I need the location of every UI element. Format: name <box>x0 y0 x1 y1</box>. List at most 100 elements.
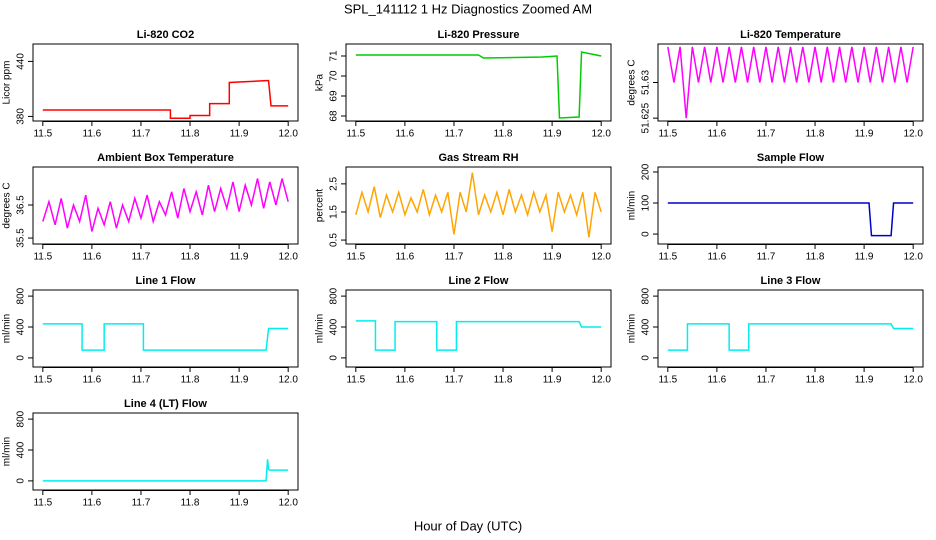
x-tick-label: 11.7 <box>757 129 776 140</box>
x-tick-label: 11.8 <box>494 375 513 386</box>
plot-area <box>42 79 289 119</box>
x-tick-label: 11.6 <box>83 375 102 386</box>
y-axis-label: percent <box>315 189 326 223</box>
x-tick-label: 11.7 <box>445 129 464 140</box>
x-tick-label: 11.9 <box>230 375 249 386</box>
x-tick-label: 12.0 <box>278 375 298 386</box>
x-tick-label: 11.7 <box>757 252 776 263</box>
x-tick-label: 11.5 <box>658 129 677 140</box>
y-tick-label: 800 <box>641 287 652 304</box>
y-tick-label: 0 <box>16 355 27 361</box>
x-tick-label: 12.0 <box>278 129 298 140</box>
data-line <box>42 459 289 482</box>
panel-title: Li-820 Temperature <box>740 29 841 41</box>
x-tick-label: 11.9 <box>230 498 249 509</box>
x-tick-label: 11.8 <box>806 375 825 386</box>
x-tick-label: 11.7 <box>132 129 151 140</box>
panel-title: Gas Stream RH <box>438 152 518 164</box>
y-axis-label: Licor ppm <box>2 61 13 105</box>
y-axis-label: ml/min <box>627 191 638 220</box>
panel: Li-820 Temperature degrees C 11.5 11.6 11.7 1… <box>627 29 924 140</box>
x-tick-label: 11.6 <box>83 129 102 140</box>
y-tick-label: 400 <box>16 318 27 335</box>
x-tick-label: 11.5 <box>33 129 52 140</box>
plot-frame <box>32 289 299 368</box>
panel-title: Line 3 Flow <box>761 275 821 287</box>
x-tick-label: 11.8 <box>494 252 513 263</box>
data-line <box>355 51 602 119</box>
x-tick-label: 11.6 <box>396 252 415 263</box>
plot-area <box>42 178 289 232</box>
x-tick-label: 11.9 <box>543 252 562 263</box>
x-tick-label: 11.5 <box>33 498 52 509</box>
y-axis-label: ml/min <box>627 314 638 343</box>
panel: Line 1 Flow ml/min 11.5 11.6 11.7 11.8 11.9 12.… <box>2 275 299 386</box>
x-tick-label: 11.7 <box>132 498 151 509</box>
panel: Line 4 (LT) Flow ml/min 11.5 11.6 11.7 11.8 11… <box>2 398 299 509</box>
data-line <box>667 202 914 237</box>
plot-area <box>355 320 602 351</box>
y-tick-label: 380 <box>16 108 27 125</box>
y-tick-label: 51.63 <box>641 70 652 95</box>
x-tick-label: 11.9 <box>855 129 874 140</box>
y-tick-label: 68 <box>329 110 340 122</box>
y-axis-label: degrees C <box>627 59 638 105</box>
panel-title: Li-820 CO2 <box>137 29 194 41</box>
x-tick-label: 11.9 <box>230 252 249 263</box>
x-tick-label: 11.6 <box>396 375 415 386</box>
x-tick-label: 11.5 <box>346 252 365 263</box>
x-tick-label: 11.8 <box>181 252 200 263</box>
x-tick-label: 11.9 <box>855 252 874 263</box>
y-tick-label: 36.5 <box>16 195 27 215</box>
x-tick-label: 11.7 <box>132 375 151 386</box>
y-tick-label: 69 <box>329 90 340 102</box>
y-axis-label: ml/min <box>2 314 13 343</box>
y-axis-label: degrees C <box>2 182 13 228</box>
panel-title: Line 1 Flow <box>136 275 196 287</box>
figure-title: SPL_141112 1 Hz Diagnostics Zoomed AM <box>344 1 592 16</box>
y-tick-label: 70 <box>329 70 340 82</box>
plot-area <box>355 172 602 238</box>
y-tick-label: 440 <box>16 53 27 70</box>
x-tick-label: 11.7 <box>132 252 151 263</box>
x-axis-label: Hour of Day (UTC) <box>414 518 522 533</box>
panel: Gas Stream RH percent 11.5 11.6 11.7 11.8 11.9… <box>315 152 612 263</box>
panel: Line 2 Flow ml/min 11.5 11.6 11.7 11.8 11.9 12.… <box>315 275 612 386</box>
x-tick-label: 11.7 <box>445 252 464 263</box>
panel: Sample Flow ml/min 11.5 11.6 11.7 11.8 11.9 12.… <box>627 152 924 263</box>
x-tick-label: 12.0 <box>903 252 923 263</box>
plot-area <box>355 51 602 119</box>
plot-area <box>667 46 914 119</box>
panel-title: Line 4 (LT) Flow <box>124 398 207 410</box>
y-tick-label: 800 <box>16 410 27 427</box>
panel-title: Sample Flow <box>757 152 825 164</box>
y-axis-label: ml/min <box>315 314 326 343</box>
panel: Ambient Box Temperature degrees C 11.5 11.6… <box>2 152 299 263</box>
panel: Li-820 Pressure kPa 11.5 11.6 11.7 11.8 11.9 12… <box>315 29 612 140</box>
y-tick-label: 35.5 <box>16 228 27 248</box>
y-tick-label: 100 <box>641 194 652 211</box>
plot-area <box>667 202 914 237</box>
x-tick-label: 11.8 <box>806 252 825 263</box>
y-tick-label: 51.625 <box>641 102 652 133</box>
x-tick-label: 11.5 <box>346 129 365 140</box>
y-tick-label: 1.5 <box>329 205 340 219</box>
x-tick-label: 11.6 <box>396 129 415 140</box>
plot-area <box>42 323 289 351</box>
y-tick-label: 400 <box>641 318 652 335</box>
data-line <box>42 79 289 119</box>
data-line <box>667 46 914 119</box>
data-line <box>42 323 289 351</box>
panel-title: Li-820 Pressure <box>438 29 520 41</box>
y-tick-label: 400 <box>329 318 340 335</box>
x-tick-label: 11.5 <box>33 375 52 386</box>
data-line <box>667 323 914 351</box>
plot-frame <box>345 166 612 245</box>
x-tick-label: 11.5 <box>346 375 365 386</box>
y-tick-label: 400 <box>16 441 27 458</box>
x-tick-label: 12.0 <box>903 129 923 140</box>
x-tick-label: 11.7 <box>445 375 464 386</box>
x-tick-label: 11.6 <box>708 129 727 140</box>
x-tick-label: 11.8 <box>181 375 200 386</box>
